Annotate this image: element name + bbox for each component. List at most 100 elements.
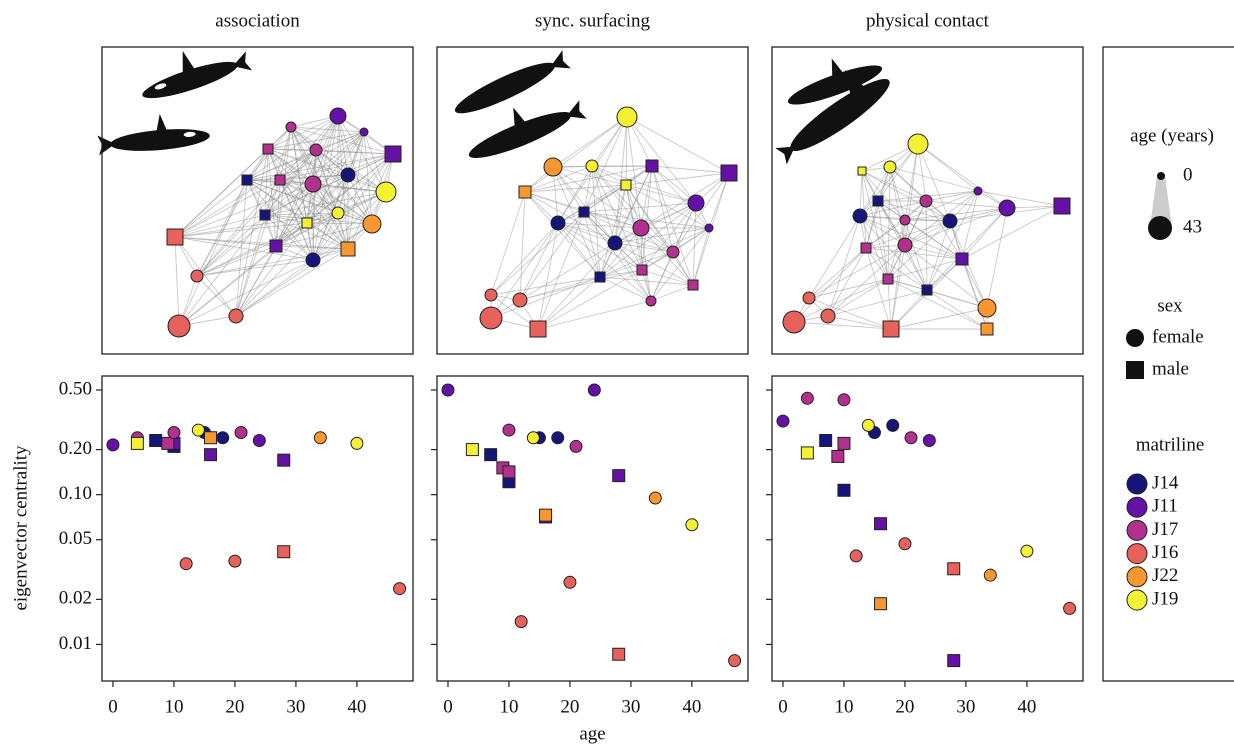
point [465, 443, 479, 457]
network-edge [275, 223, 373, 247]
network-edge [557, 222, 652, 302]
scatter-panel: sync. surfacing 0 10 20 30 40 age [431, 10, 749, 744]
network-edge [275, 131, 365, 247]
x-tick-label: 30 [286, 696, 305, 717]
network-edge [926, 190, 979, 291]
network-edge [599, 269, 643, 278]
network-edge [917, 143, 951, 222]
network-edge [196, 245, 277, 277]
y-tick-label: 0.05 [59, 528, 92, 549]
point [130, 436, 144, 450]
network-edge [614, 227, 710, 244]
network-edge [275, 191, 387, 247]
network-edge [861, 170, 867, 249]
network-edge [861, 170, 906, 246]
network-edge [808, 247, 867, 299]
x-tick-label: 0 [108, 696, 118, 717]
network-edge [246, 179, 349, 250]
legend-label: J11 [1152, 496, 1178, 517]
network-edge [861, 170, 951, 222]
network-edge [337, 115, 387, 193]
network-node [359, 127, 369, 137]
panel-title: association [215, 10, 300, 31]
network-edge [865, 247, 928, 291]
network-edge [306, 222, 373, 225]
point [204, 431, 218, 445]
network-edge [859, 170, 863, 217]
network-edge [827, 247, 867, 317]
network-edge [312, 131, 365, 261]
x-tick-label: 40 [1017, 696, 1036, 717]
network-edge [961, 205, 1063, 260]
network-edge [859, 215, 889, 280]
network-edge [904, 219, 951, 222]
network-edge [196, 214, 266, 277]
network-edge [583, 211, 710, 229]
network-node [897, 237, 913, 253]
network-edge [264, 212, 339, 216]
network-edge [337, 115, 349, 250]
network-edge [625, 184, 674, 253]
point [313, 431, 327, 445]
network-edge [650, 251, 674, 302]
network-edge [519, 222, 559, 301]
network-edge [279, 149, 317, 181]
network-edge [889, 166, 927, 202]
legend-label: J17 [1152, 519, 1178, 540]
network-edge [264, 214, 314, 261]
network-edge [174, 214, 266, 238]
network-edge [625, 172, 730, 186]
network-node [980, 322, 994, 336]
network-edge [312, 131, 365, 185]
network-edge [267, 148, 314, 261]
point [502, 423, 516, 437]
network-edge [651, 165, 697, 204]
network-edge [904, 244, 928, 291]
legend-marker [1126, 473, 1148, 495]
network-node [512, 292, 528, 308]
network-edge [859, 166, 891, 217]
network-edge [614, 242, 674, 253]
network-edge [264, 214, 308, 224]
network-edge [235, 248, 349, 317]
legend-title: matriline [1136, 434, 1205, 455]
network-edge [264, 183, 314, 216]
network-edge [552, 165, 653, 168]
network-edge [306, 153, 394, 224]
network-edge [904, 207, 1008, 221]
network-node [607, 235, 623, 251]
network-node [550, 215, 566, 231]
legend-label: 43 [1183, 216, 1202, 237]
network-node [860, 242, 872, 254]
network-edge [599, 276, 694, 286]
network-edge [312, 149, 317, 261]
network-edge [865, 219, 906, 249]
network-edge [808, 297, 892, 330]
network-node [375, 181, 397, 203]
network-edge [264, 214, 349, 250]
network-edge [312, 183, 387, 193]
network-edge [793, 247, 867, 323]
network-edge [315, 149, 339, 214]
network-edge [591, 165, 642, 229]
network-edge [490, 211, 585, 296]
network-edge [264, 191, 387, 216]
network-edge [174, 236, 349, 250]
point [874, 597, 888, 611]
network-edge [315, 149, 349, 250]
network-edge [865, 247, 963, 260]
network-edge [904, 143, 919, 246]
point [728, 654, 742, 668]
network-edge [583, 165, 593, 213]
network-edge [267, 148, 349, 176]
y-axis-label: eigenvector centrality [10, 445, 31, 611]
network-edge [557, 222, 642, 229]
network-edge [267, 148, 339, 214]
network-edge [290, 126, 365, 133]
network-edge [196, 222, 308, 277]
network-edge [865, 247, 892, 330]
point [837, 483, 851, 497]
network-edge [196, 179, 248, 277]
network-edge [264, 153, 394, 216]
network-edge [925, 190, 979, 202]
